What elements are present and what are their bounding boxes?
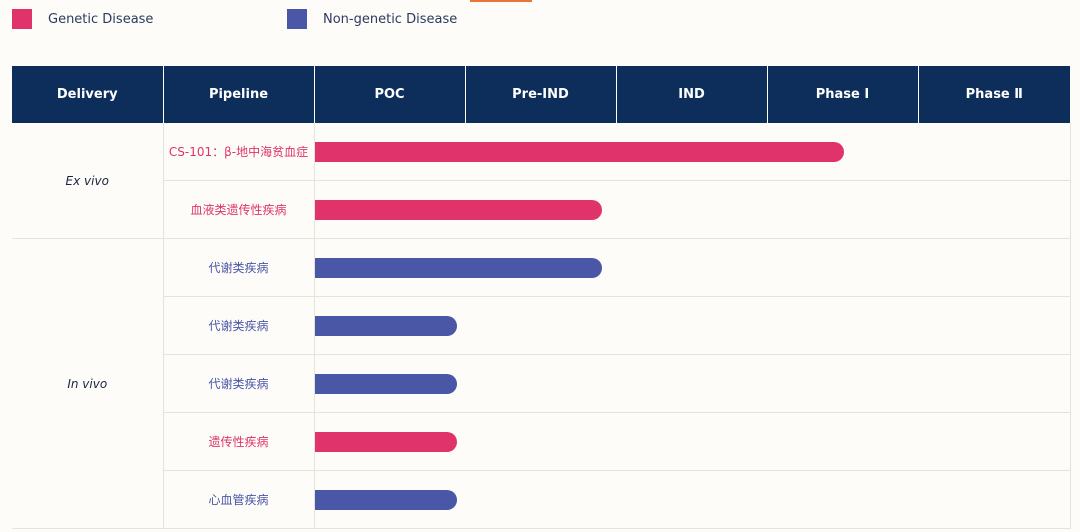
table-row: 代谢类疾病: [12, 354, 1071, 413]
pipeline-label: 代谢类疾病: [163, 238, 315, 297]
legend-item-non-genetic: Non-genetic Disease: [287, 9, 457, 29]
pipeline-table: Delivery Pipeline POC Pre-IND IND Phase …: [12, 66, 1071, 529]
progress-bar: [314, 432, 457, 452]
progress-track: [314, 296, 1071, 355]
legend-swatch-genetic: [12, 9, 32, 29]
progress-track: [314, 470, 1071, 529]
progress-track: [314, 354, 1071, 413]
table-row: In vivo 代谢类疾病: [12, 238, 1071, 529]
header-row: Delivery Pipeline POC Pre-IND IND Phase …: [12, 66, 1070, 123]
progress-track: [314, 123, 1071, 181]
pipeline-label: 血液类遗传性疾病: [163, 180, 315, 239]
header-stage-ind: IND: [616, 66, 768, 123]
table-row: Ex vivo CS-101：β-地中海贫血症: [12, 123, 1071, 239]
pipeline-label: 代谢类疾病: [163, 296, 315, 355]
progress-bar: [314, 316, 457, 336]
legend-label-non-genetic: Non-genetic Disease: [323, 11, 458, 27]
pipeline-label: 代谢类疾病: [163, 354, 315, 413]
pipeline-label: 遗传性疾病: [163, 412, 315, 471]
pipeline-body: Ex vivo CS-101：β-地中海贫血症 血液类遗传性疾病 In vivo 代谢类…: [12, 123, 1071, 529]
pipeline-label: 心血管疾病: [163, 470, 315, 529]
header-pipeline: Pipeline: [163, 66, 315, 123]
header-delivery: Delivery: [12, 66, 164, 123]
header-stage-pre-ind: Pre-IND: [465, 66, 617, 123]
header-stage-phase-1: Phase Ⅰ: [767, 66, 919, 123]
delivery-cell: Ex vivo: [12, 123, 164, 239]
progress-bar: [314, 490, 457, 510]
header-stage-poc: POC: [314, 66, 466, 123]
progress-track: [314, 238, 1071, 297]
header-stage-phase-2: Phase Ⅱ: [918, 66, 1070, 123]
progress-bar: [314, 200, 602, 220]
progress-bar: [314, 258, 602, 278]
table-row: 心血管疾病: [12, 470, 1071, 529]
delivery-cell: In vivo: [12, 238, 164, 529]
legend-label-genetic: Genetic Disease: [48, 11, 154, 27]
progress-track: [314, 180, 1071, 239]
table-row: 代谢类疾病: [12, 296, 1071, 355]
legend-item-genetic: Genetic Disease: [12, 9, 153, 29]
table-row: 血液类遗传性疾病: [12, 180, 1071, 239]
table-row: 遗传性疾病: [12, 412, 1071, 471]
pipeline-label: CS-101：β-地中海贫血症: [163, 123, 315, 181]
progress-bar: [314, 374, 457, 394]
top-accent-line: [470, 0, 532, 2]
progress-bar: [314, 142, 844, 162]
legend-swatch-non-genetic: [287, 9, 307, 29]
progress-track: [314, 412, 1071, 471]
